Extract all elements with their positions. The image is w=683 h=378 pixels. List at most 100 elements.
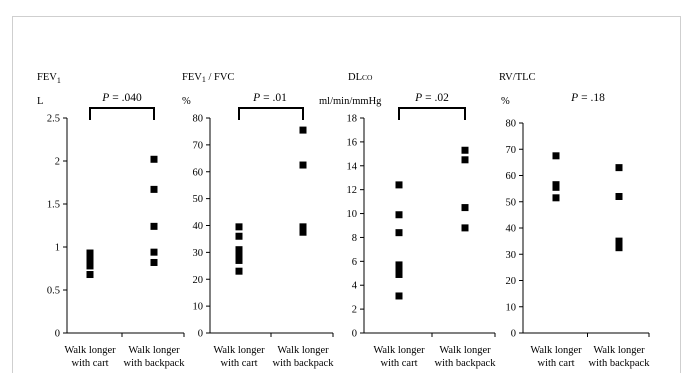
data-point bbox=[86, 258, 94, 266]
x-category-label: Walk longer with backpack bbox=[589, 345, 651, 369]
p-value-label: P = .18 bbox=[570, 92, 605, 104]
p-value-label: P = .01 bbox=[252, 92, 287, 104]
data-point bbox=[150, 222, 158, 230]
y-tick-label: 0 bbox=[511, 329, 516, 340]
y-tick-label: 2 bbox=[55, 157, 60, 168]
y-tick-label: 0 bbox=[198, 329, 203, 340]
chart-panel-4: RV/TLC% P = .18 0 10 20 30 40 50 60 70 80 Walk long… bbox=[499, 72, 650, 369]
chart-panel-2: FEV1 / FVC% P = .01 0 10 20 30 40 50 60 70 80 Walk … bbox=[182, 72, 334, 369]
data-point bbox=[461, 156, 469, 164]
y-tick-label: 16 bbox=[347, 137, 358, 148]
y-tick-label: 10 bbox=[506, 302, 517, 313]
significance-bracket bbox=[238, 107, 304, 120]
chart-panel-3: DLCO ml/min/mmHg P = .02 0 2 4 6 8 10 12 14 16 18 Wal… bbox=[319, 72, 496, 369]
data-point bbox=[150, 155, 158, 163]
data-point bbox=[235, 223, 243, 231]
data-point bbox=[150, 258, 158, 266]
y-tick-label: 10 bbox=[193, 302, 204, 313]
y-tick-label: 80 bbox=[506, 119, 517, 130]
data-point bbox=[86, 253, 94, 261]
y-axis-unit: % bbox=[501, 96, 510, 107]
x-category-label: Walk longer with backpack bbox=[124, 345, 186, 369]
data-point bbox=[235, 267, 243, 275]
p-value-label: P = .02 bbox=[414, 92, 449, 104]
data-point bbox=[299, 161, 307, 169]
data-point bbox=[299, 223, 307, 231]
chart-panel-1: FEV1 L P = .040 0 0.5 1 1.5 2 2.5 Walk longer with… bbox=[37, 72, 185, 369]
data-point bbox=[235, 256, 243, 264]
y-tick-label: 12 bbox=[347, 185, 358, 196]
chart-title: DLCO bbox=[348, 72, 373, 83]
y-tick-label: 10 bbox=[347, 209, 358, 220]
y-tick-label: 8 bbox=[352, 233, 357, 244]
chart-title: RV/TLC bbox=[499, 72, 536, 83]
data-point bbox=[299, 228, 307, 236]
y-tick-label: 4 bbox=[352, 281, 358, 292]
p-value-label: P = .040 bbox=[101, 92, 142, 104]
data-point bbox=[615, 164, 623, 172]
data-point bbox=[461, 146, 469, 154]
data-point bbox=[615, 237, 623, 245]
y-tick-label: 20 bbox=[506, 276, 517, 287]
y-tick-label: 14 bbox=[347, 161, 358, 172]
data-point bbox=[299, 126, 307, 134]
y-tick-label: 1.5 bbox=[47, 200, 60, 211]
data-point bbox=[395, 229, 403, 237]
y-tick-label: 6 bbox=[352, 257, 357, 268]
y-tick-label: 2.5 bbox=[47, 114, 60, 125]
chart-title: FEV1 / FVC bbox=[182, 72, 234, 84]
y-tick-label: 50 bbox=[193, 194, 204, 205]
data-point bbox=[235, 232, 243, 240]
y-axis-unit: % bbox=[182, 96, 191, 107]
x-category-label: Walk longer with cart bbox=[373, 345, 425, 369]
data-point bbox=[395, 211, 403, 219]
data-point bbox=[86, 249, 94, 257]
data-point bbox=[615, 193, 623, 200]
data-point bbox=[395, 261, 403, 269]
x-category-label: Walk longer with cart bbox=[530, 345, 582, 369]
data-point bbox=[615, 244, 623, 252]
y-tick-label: 0 bbox=[55, 329, 60, 340]
x-category-label: Walk longer with cart bbox=[213, 345, 265, 369]
data-point bbox=[395, 181, 403, 189]
y-axis-unit: L bbox=[37, 96, 43, 107]
data-point bbox=[552, 152, 560, 160]
x-category-label: Walk longer with cart bbox=[64, 345, 116, 369]
y-tick-label: 2 bbox=[352, 305, 357, 316]
y-tick-label: 1 bbox=[55, 243, 60, 254]
data-point bbox=[395, 266, 403, 274]
y-tick-label: 40 bbox=[506, 224, 517, 235]
y-tick-label: 60 bbox=[193, 167, 204, 178]
y-tick-label: 70 bbox=[506, 145, 517, 156]
y-tick-label: 70 bbox=[193, 140, 204, 151]
data-point bbox=[235, 251, 243, 259]
y-tick-label: 40 bbox=[193, 221, 204, 232]
y-tick-label: 0.5 bbox=[47, 286, 60, 297]
data-point bbox=[150, 248, 158, 256]
y-tick-label: 20 bbox=[193, 275, 204, 286]
data-point bbox=[86, 271, 94, 279]
x-category-label: Walk longer with backpack bbox=[273, 345, 335, 369]
y-tick-label: 18 bbox=[347, 114, 358, 125]
data-point bbox=[552, 181, 560, 189]
significance-bracket bbox=[398, 107, 466, 120]
data-point bbox=[552, 194, 560, 202]
y-tick-label: 0 bbox=[352, 329, 357, 340]
y-tick-label: 60 bbox=[506, 171, 517, 182]
data-point bbox=[395, 292, 403, 300]
data-point bbox=[235, 246, 243, 254]
y-tick-label: 30 bbox=[193, 248, 204, 259]
data-point bbox=[395, 270, 403, 278]
y-tick-label: 80 bbox=[193, 114, 204, 125]
data-point bbox=[461, 204, 469, 212]
y-axis-unit: ml/min/mmHg bbox=[319, 96, 382, 107]
significance-bracket bbox=[89, 107, 155, 120]
x-category-label: Walk longer with backpack bbox=[435, 345, 497, 369]
y-tick-label: 50 bbox=[506, 197, 517, 208]
chart-title: FEV1 bbox=[37, 72, 61, 85]
data-point bbox=[150, 185, 158, 193]
y-tick-label: 30 bbox=[506, 250, 517, 261]
data-point bbox=[461, 224, 469, 232]
